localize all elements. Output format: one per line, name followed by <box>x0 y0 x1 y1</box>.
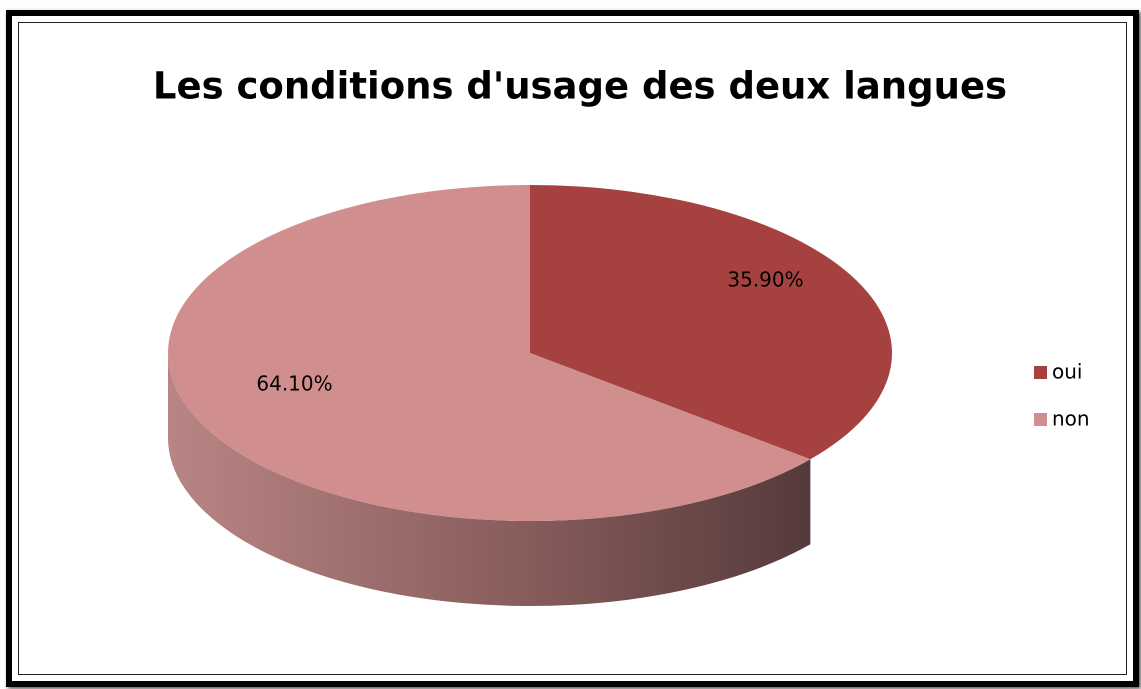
pie-slice <box>168 184 811 522</box>
legend-swatch <box>1034 366 1047 379</box>
data-label: 64.10% <box>256 371 332 395</box>
data-label: 35.90% <box>727 268 803 292</box>
legend-swatch <box>1034 413 1047 426</box>
pie-slice <box>530 185 892 460</box>
legend-label: non <box>1052 407 1090 431</box>
plot-border <box>18 22 1127 675</box>
chart-frame <box>6 10 1139 687</box>
legend-label: oui <box>1052 360 1082 384</box>
pie-side <box>168 353 811 607</box>
chart-title: Les conditions d'usage des deux langues <box>153 65 1007 108</box>
